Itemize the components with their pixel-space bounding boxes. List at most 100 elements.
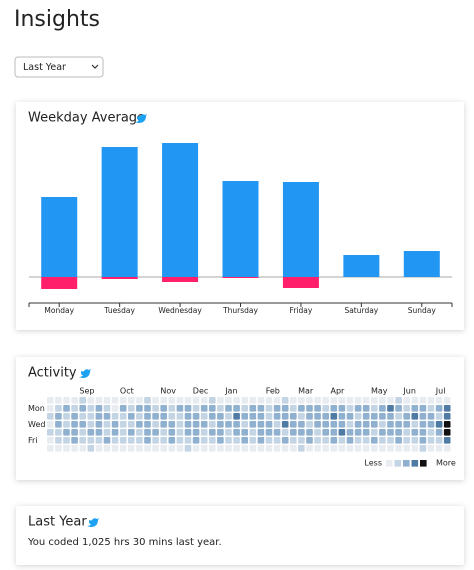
bar xyxy=(101,277,138,279)
activity-cell xyxy=(217,413,224,420)
activity-cell xyxy=(298,405,305,412)
bar xyxy=(41,277,78,289)
x-tick-label: Thursday xyxy=(222,306,258,315)
activity-cell xyxy=(209,437,216,444)
activity-cell xyxy=(281,413,289,420)
activity-cell xyxy=(435,421,443,428)
activity-cell xyxy=(233,405,240,412)
twitter-icon[interactable] xyxy=(79,369,91,378)
twitter-icon[interactable] xyxy=(87,518,99,527)
activity-cell xyxy=(403,413,410,420)
activity-cell xyxy=(281,405,289,412)
activity-cell xyxy=(209,421,216,428)
activity-cell xyxy=(419,405,427,412)
activity-cell xyxy=(200,397,208,404)
activity-cell xyxy=(338,413,346,420)
month-label: Nov xyxy=(160,387,176,396)
activity-cell xyxy=(79,421,86,428)
activity-cell xyxy=(443,429,451,436)
activity-cell xyxy=(87,445,95,452)
activity-cell xyxy=(306,421,313,428)
month-label: Sep xyxy=(79,387,94,396)
activity-cell xyxy=(192,405,200,412)
activity-cell xyxy=(427,437,435,444)
activity-cell xyxy=(322,405,329,412)
activity-cell xyxy=(387,413,394,420)
activity-cell xyxy=(111,429,119,436)
activity-cell xyxy=(225,429,232,436)
activity-cell xyxy=(257,437,265,444)
activity-cell xyxy=(79,445,86,452)
bar xyxy=(101,147,138,277)
select-value[interactable]: Last Year xyxy=(23,62,66,73)
activity-cell xyxy=(200,429,208,436)
activity-cell xyxy=(168,421,176,428)
activity-cell xyxy=(128,397,135,404)
activity-cell xyxy=(79,413,86,420)
activity-cell xyxy=(354,437,362,444)
activity-cell xyxy=(395,413,402,420)
activity-cell xyxy=(160,445,167,452)
activity-cell xyxy=(241,429,248,436)
activity-cell xyxy=(298,429,305,436)
activity-cell xyxy=(371,397,378,404)
activity-cell xyxy=(290,437,297,444)
activity-cell xyxy=(322,421,329,428)
activity-cell xyxy=(314,421,321,428)
activity-cell xyxy=(273,445,281,452)
activity-cell xyxy=(87,421,95,428)
activity-cell xyxy=(136,413,143,420)
activity-cell xyxy=(411,413,419,420)
activity-cell xyxy=(411,405,419,412)
bar xyxy=(222,277,259,278)
activity-cell xyxy=(209,397,216,404)
activity-cell xyxy=(95,413,103,420)
activity-cell xyxy=(281,421,289,428)
activity-cell xyxy=(395,429,402,436)
activity-cell xyxy=(419,421,427,428)
activity-cell xyxy=(241,445,248,452)
twitter-icon[interactable] xyxy=(135,114,147,123)
select-chevron[interactable] xyxy=(91,64,99,69)
activity-cell xyxy=(233,413,240,420)
activity-cell xyxy=(225,445,232,452)
activity-cell xyxy=(322,429,329,436)
activity-cell xyxy=(265,429,273,436)
activity-cell xyxy=(395,421,402,428)
select-box[interactable] xyxy=(14,56,104,78)
activity-cell xyxy=(63,421,70,428)
activity-cell xyxy=(435,405,443,412)
activity-cell xyxy=(136,405,143,412)
activity-cell xyxy=(184,437,192,444)
activity-cell xyxy=(298,413,305,420)
range-select[interactable]: Last Year xyxy=(14,56,104,78)
activity-cell xyxy=(63,437,70,444)
activity-cell xyxy=(95,397,103,404)
activity-cell xyxy=(387,405,394,412)
activity-cell xyxy=(419,413,427,420)
activity-cell xyxy=(298,445,305,452)
activity-cell xyxy=(435,429,443,436)
activity-cell xyxy=(298,421,305,428)
activity-cell xyxy=(362,429,370,436)
activity-cell xyxy=(79,405,86,412)
activity-cell xyxy=(395,445,402,452)
activity-cell xyxy=(330,421,338,428)
activity-cell xyxy=(176,397,184,404)
activity-cell xyxy=(95,429,103,436)
activity-cell xyxy=(403,445,410,452)
activity-cell xyxy=(71,413,78,420)
activity-cell xyxy=(371,405,378,412)
activity-cell xyxy=(427,405,435,412)
activity-cell xyxy=(265,437,273,444)
activity-cell xyxy=(281,437,289,444)
card-title: Activity xyxy=(28,366,77,381)
legend-swatch xyxy=(394,460,402,467)
legend-more: More xyxy=(436,459,456,468)
activity-cell xyxy=(379,405,386,412)
activity-cell xyxy=(233,437,240,444)
activity-cell xyxy=(298,397,305,404)
x-tick-label: Friday xyxy=(290,306,313,315)
activity-cell xyxy=(103,445,111,452)
